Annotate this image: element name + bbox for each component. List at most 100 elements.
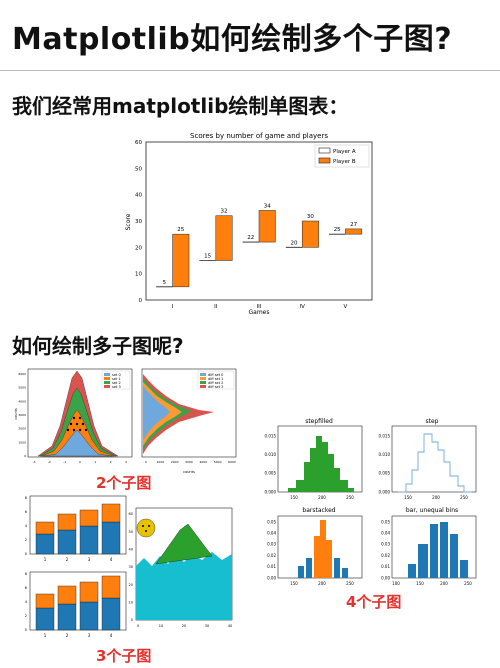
x-tick-label: I [172, 304, 174, 310]
divider [0, 70, 500, 71]
x-tick-label: 2 [66, 633, 69, 638]
y-tick-label: 2000 [18, 427, 26, 431]
y-tick-label: 0.02 [381, 553, 390, 558]
y-tick-label: 0.04 [381, 531, 390, 536]
x-tick-label: 3 [88, 557, 91, 562]
x-tick-label: 6000 [228, 460, 236, 464]
y-tick-label: 0.005 [265, 471, 277, 476]
x-tick-label: II [214, 304, 218, 310]
two-subplots-figure: set 0 set 1 set 2 set 3 counts diff set … [14, 368, 237, 474]
caption-three-subplots: 3个子图 [96, 647, 152, 665]
x-tick-label: 250 [460, 495, 468, 500]
unequal-bins-histogram [408, 522, 468, 578]
x-tick-label: -1 [63, 460, 66, 464]
data-label-player-a: 5 [163, 280, 167, 286]
x-tick-label: 1 [44, 633, 47, 638]
four-subplots-figure: stepfilled step barstacked bar, unequal … [265, 418, 477, 586]
caption-four-subplots: 4个子图 [346, 593, 402, 611]
x-tick-label: 1 [94, 460, 96, 464]
data-label-player-a: 15 [204, 254, 211, 260]
y-tick-label: 6000 [18, 372, 26, 376]
x-tick-label: 200 [440, 581, 448, 586]
right-xlabel: counts [183, 470, 195, 474]
y-tick-label: 20 [129, 583, 133, 587]
y-tick-label: 0.015 [379, 433, 391, 438]
legend-set-3: set 3 [112, 385, 121, 389]
x-tick-label: 1000 [157, 460, 165, 464]
y-tick-label: 2 [25, 614, 27, 618]
subplot-title-stepfilled: stepfilled [305, 418, 333, 425]
y-tick-label: 30 [135, 219, 142, 225]
x-tick-label: 250 [346, 495, 354, 500]
y-tick-label: 50 [135, 166, 142, 172]
main-ylabel: Score [125, 213, 132, 230]
x-tick-label: 40 [228, 624, 232, 628]
y-tick-label: 4 [25, 600, 28, 604]
y-tick-label: 0.02 [267, 553, 276, 558]
y-tick-label: 60 [135, 140, 142, 146]
bar-player-b [172, 233, 190, 288]
x-tick-label: 3 [125, 460, 127, 464]
y-tick-label: 0 [131, 618, 133, 622]
y-tick-label: 4 [25, 524, 28, 528]
barstacked-histogram [298, 520, 348, 578]
legend-swatch-player-a [318, 147, 331, 154]
x-tick-label: 2 [66, 557, 69, 562]
x-tick-label: 30 [205, 624, 209, 628]
y-tick-label: 8 [25, 496, 27, 500]
legend-diff-set-2: diff set 2 [208, 381, 223, 385]
x-tick-label: 0 [137, 624, 139, 628]
x-tick-label: 100 [392, 581, 400, 586]
data-label-player-b: 32 [221, 209, 228, 215]
stepfilled-histogram [288, 436, 354, 492]
y-tick-label: 0.01 [381, 564, 390, 569]
bar-player-b [258, 210, 276, 243]
x-tick-label: III [257, 304, 262, 310]
x-tick-label: 1 [44, 557, 47, 562]
data-label-player-a: 22 [247, 235, 254, 241]
data-label-player-b: 34 [264, 203, 271, 209]
legend-set-1: set 1 [112, 377, 121, 381]
x-tick-label: 200 [432, 495, 440, 500]
y-tick-label: 0.010 [265, 452, 277, 457]
subplot-title-unequal-bins: bar, unequal bins [406, 507, 458, 514]
y-tick-label: 2 [25, 538, 27, 542]
x-tick-label: 4000 [200, 460, 208, 464]
y-tick-label: 50 [129, 530, 133, 534]
y-tick-label: 1000 [18, 440, 26, 444]
legend-label-player-b: Player B [333, 159, 356, 165]
caption-two-subplots: 2个子图 [96, 474, 152, 492]
legend-set-0: set 0 [112, 373, 121, 377]
y-tick-label: 0 [24, 454, 26, 458]
step-histogram [398, 433, 472, 493]
y-tick-label: 0.01 [267, 564, 276, 569]
y-tick-label: 40 [129, 548, 133, 552]
data-label-player-a: 20 [290, 240, 297, 246]
subplot-title-barstacked: barstacked [302, 507, 335, 514]
x-tick-label: 200 [318, 581, 326, 586]
x-tick-label: 250 [464, 581, 472, 586]
y-tick-label: 0.000 [265, 489, 277, 494]
x-tick-label: IV [300, 304, 306, 310]
stacked-histogram [37, 370, 119, 457]
y-tick-label: 60 [129, 512, 133, 516]
main-xlabel: Games [249, 309, 270, 316]
y-tick-label: 0.03 [381, 542, 390, 547]
y-tick-label: 8 [25, 572, 27, 576]
y-tick-label: 6 [25, 586, 27, 590]
legend-swatch-player-b [318, 157, 331, 164]
bar-player-b [345, 228, 363, 235]
data-label-player-b: 27 [350, 222, 357, 228]
data-label-player-b: 30 [307, 214, 314, 220]
pattern-circle [136, 518, 156, 538]
y-tick-label: 0 [139, 298, 143, 304]
section-heading-multi: 如何绘制多子图呢? [12, 334, 184, 358]
page-title: Matplotlib如何绘制多个子图? [12, 22, 453, 57]
data-label-player-a: 25 [334, 227, 341, 233]
y-tick-label: 0.015 [265, 433, 277, 438]
x-tick-label: 150 [290, 495, 298, 500]
x-tick-label: 4 [110, 557, 113, 562]
y-tick-label: 20 [135, 245, 142, 251]
y-tick-label: 0 [25, 552, 27, 556]
